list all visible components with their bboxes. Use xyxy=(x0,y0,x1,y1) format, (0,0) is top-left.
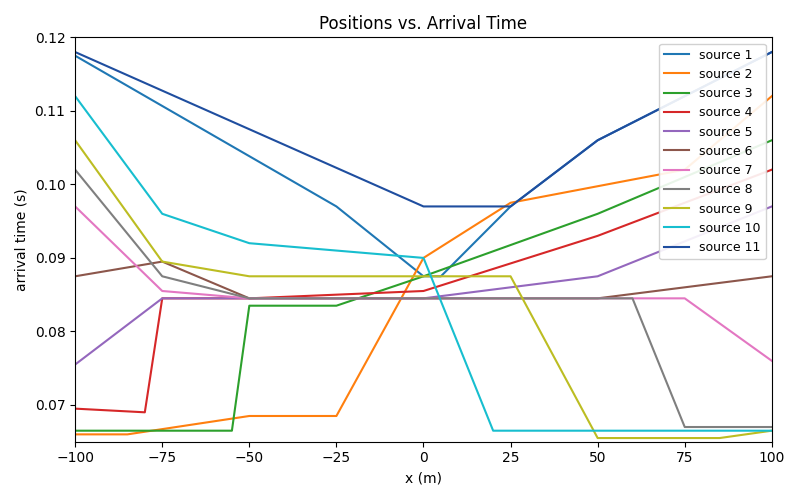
source 7 xyxy=(245,296,254,302)
Line: source 6: source 6 xyxy=(75,262,772,298)
source 8 xyxy=(245,296,254,302)
source 11 xyxy=(436,204,446,210)
source 11 xyxy=(418,204,428,210)
source 6 xyxy=(158,258,167,264)
source 7 xyxy=(680,296,690,302)
source 4 xyxy=(593,233,602,239)
Line: source 4: source 4 xyxy=(75,170,772,412)
source 4 xyxy=(245,296,254,302)
source 1 xyxy=(767,49,777,55)
source 9 xyxy=(714,435,724,441)
source 2 xyxy=(70,432,80,438)
source 3 xyxy=(418,274,428,280)
source 6 xyxy=(245,296,254,302)
source 5 xyxy=(593,274,602,280)
source 9 xyxy=(593,435,602,441)
source 7 xyxy=(767,358,777,364)
source 6 xyxy=(593,296,602,302)
source 2 xyxy=(418,255,428,261)
source 5 xyxy=(245,296,254,302)
source 10 xyxy=(767,428,777,434)
source 4 xyxy=(70,406,80,411)
source 3 xyxy=(332,302,342,308)
source 10 xyxy=(418,255,428,261)
source 2 xyxy=(680,166,690,172)
source 5 xyxy=(418,296,428,302)
source 4 xyxy=(140,410,150,416)
source 1 xyxy=(593,138,602,143)
Title: Positions vs. Arrival Time: Positions vs. Arrival Time xyxy=(319,15,527,33)
source 5 xyxy=(158,296,167,302)
source 3 xyxy=(227,428,237,434)
source 1 xyxy=(332,204,342,210)
source 9 xyxy=(506,274,515,280)
source 3 xyxy=(767,138,777,143)
source 9 xyxy=(158,258,167,264)
source 1 xyxy=(70,52,80,59)
Line: source 5: source 5 xyxy=(75,206,772,364)
source 9 xyxy=(418,274,428,280)
source 10 xyxy=(70,93,80,99)
source 2 xyxy=(506,200,515,206)
source 8 xyxy=(418,296,428,302)
source 2 xyxy=(767,93,777,99)
source 11 xyxy=(70,49,80,55)
source 2 xyxy=(122,432,132,438)
Line: source 8: source 8 xyxy=(75,170,772,427)
source 10 xyxy=(158,211,167,217)
Line: source 2: source 2 xyxy=(75,96,772,434)
source 10 xyxy=(645,428,654,434)
source 3 xyxy=(245,302,254,308)
source 11 xyxy=(767,49,777,55)
Line: source 10: source 10 xyxy=(75,96,772,430)
source 4 xyxy=(158,296,167,302)
source 7 xyxy=(158,288,167,294)
source 6 xyxy=(418,296,428,302)
Legend: source 1, source 2, source 3, source 4, source 5, source 6, source 7, source 8, : source 1, source 2, source 3, source 4, … xyxy=(659,44,766,259)
source 8 xyxy=(628,296,638,302)
Line: source 7: source 7 xyxy=(75,206,772,361)
source 8 xyxy=(680,424,690,430)
X-axis label: x (m): x (m) xyxy=(405,471,442,485)
source 8 xyxy=(767,424,777,430)
source 2 xyxy=(245,413,254,419)
source 5 xyxy=(70,362,80,368)
source 1 xyxy=(506,204,515,210)
source 9 xyxy=(767,428,777,434)
source 1 xyxy=(418,274,428,280)
source 5 xyxy=(767,204,777,210)
source 3 xyxy=(122,428,132,434)
source 11 xyxy=(506,204,515,210)
source 9 xyxy=(245,274,254,280)
source 6 xyxy=(70,274,80,280)
source 8 xyxy=(70,166,80,172)
Line: source 1: source 1 xyxy=(75,52,772,276)
source 2 xyxy=(332,413,342,419)
source 3 xyxy=(70,428,80,434)
source 1 xyxy=(436,274,446,280)
source 7 xyxy=(593,296,602,302)
source 6 xyxy=(767,274,777,280)
Line: source 11: source 11 xyxy=(75,52,772,206)
source 7 xyxy=(418,296,428,302)
source 7 xyxy=(70,204,80,210)
Y-axis label: arrival time (s): arrival time (s) xyxy=(15,188,29,291)
source 10 xyxy=(332,248,342,254)
source 4 xyxy=(418,288,428,294)
source 10 xyxy=(488,428,498,434)
Line: source 3: source 3 xyxy=(75,140,772,430)
source 11 xyxy=(593,138,602,143)
Line: source 9: source 9 xyxy=(75,140,772,438)
source 8 xyxy=(158,274,167,280)
source 3 xyxy=(593,211,602,217)
source 9 xyxy=(70,138,80,143)
source 4 xyxy=(767,166,777,172)
source 10 xyxy=(245,240,254,246)
